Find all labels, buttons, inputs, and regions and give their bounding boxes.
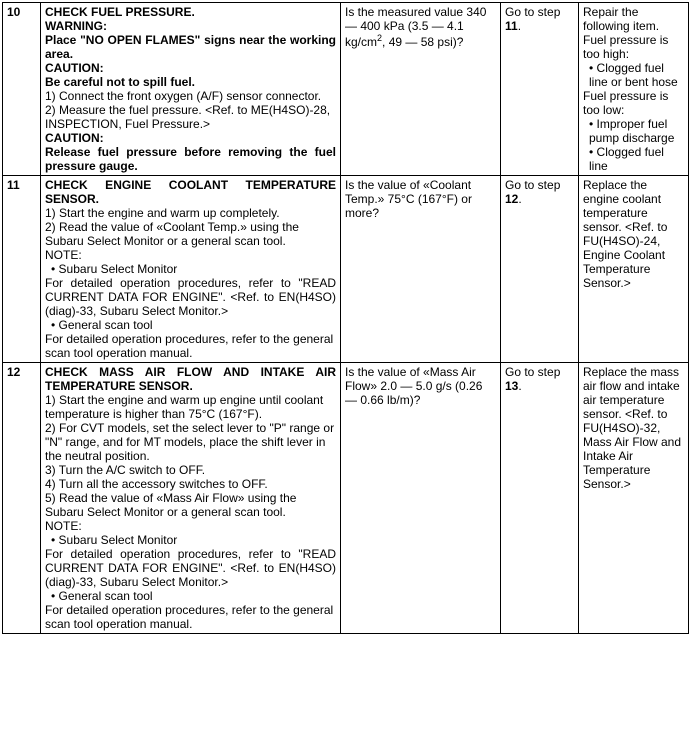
note-label: NOTE: — [45, 519, 336, 533]
note-label: NOTE: — [45, 248, 336, 262]
note-list: Subaru Select Monitor — [45, 262, 336, 276]
yes-step: 13 — [505, 379, 518, 393]
no-list-item: Improper fuel pump discharge — [583, 117, 684, 145]
step-number-value: 12 — [7, 365, 20, 379]
note-list: General scan tool — [45, 318, 336, 332]
yes-cell: Go to step 11. — [501, 3, 579, 176]
diagnostic-table: 10 CHECK FUEL PRESSURE. WARNING: Place "… — [2, 2, 689, 634]
yes-pre: Go to step — [505, 365, 560, 379]
step-number: 10 — [3, 3, 41, 176]
check-cell: Is the value of «Mass Air Flow» 2.0 — 5.… — [341, 363, 501, 634]
no-text: Replace the mass air flow and intake air… — [583, 365, 681, 491]
proc-step: 2) Read the value of «Coolant Temp.» usi… — [45, 220, 336, 248]
proc-step: 2) For CVT models, set the select lever … — [45, 421, 336, 463]
no-list: Improper fuel pump discharge Clogged fue… — [583, 117, 684, 173]
note-text: For detailed operation procedures, refer… — [45, 547, 336, 589]
caution-text: Be careful not to spill fuel. — [45, 75, 336, 89]
proc-step: 4) Turn all the accessory switches to OF… — [45, 477, 336, 491]
no-list-item: Clogged fuel line — [583, 145, 684, 173]
no-cell: Replace the mass air flow and intake air… — [579, 363, 689, 634]
warning-label: WARNING: — [45, 19, 336, 33]
yes-pre: Go to step — [505, 5, 560, 19]
check-text: Is the value of «Mass Air Flow» 2.0 — 5.… — [345, 365, 482, 407]
note-list: General scan tool — [45, 589, 336, 603]
note-text: For detailed operation procedures, refer… — [45, 276, 336, 318]
note-list-item: General scan tool — [45, 318, 336, 332]
yes-cell: Go to step 13. — [501, 363, 579, 634]
note-list-item: General scan tool — [45, 589, 336, 603]
yes-post: . — [518, 379, 521, 393]
note-text: For detailed operation procedures, refer… — [45, 603, 336, 631]
table-row: 11 CHECK ENGINE COOLANT TEMPERATURE SENS… — [3, 176, 689, 363]
step-number: 12 — [3, 363, 41, 634]
proc-title: CHECK FUEL PRESSURE. — [45, 5, 336, 19]
note-list: Subaru Select Monitor — [45, 533, 336, 547]
proc-step: 3) Turn the A/C switch to OFF. — [45, 463, 336, 477]
no-label: Fuel pressure is too low: — [583, 89, 684, 117]
proc-title: CHECK ENGINE COOLANT TEMPERATURE SENSOR. — [45, 178, 336, 206]
check-cell: Is the value of «Coolant Temp.» 75°C (16… — [341, 176, 501, 363]
procedure-cell: CHECK FUEL PRESSURE. WARNING: Place "NO … — [41, 3, 341, 176]
proc-title: CHECK MASS AIR FLOW AND INTAKE AIR TEMPE… — [45, 365, 336, 393]
yes-step: 12 — [505, 192, 518, 206]
yes-pre: Go to step — [505, 178, 560, 192]
caution-label: CAUTION: — [45, 61, 336, 75]
caution-text: Release fuel pressure before removing th… — [45, 145, 336, 173]
note-list-item: Subaru Select Monitor — [45, 262, 336, 276]
no-cell: Replace the engine coolant temperature s… — [579, 176, 689, 363]
procedure-cell: CHECK MASS AIR FLOW AND INTAKE AIR TEMPE… — [41, 363, 341, 634]
table-row: 10 CHECK FUEL PRESSURE. WARNING: Place "… — [3, 3, 689, 176]
check-cell: Is the measured value 340 — 400 kPa (3.5… — [341, 3, 501, 176]
yes-post: . — [518, 19, 521, 33]
table-row: 12 CHECK MASS AIR FLOW AND INTAKE AIR TE… — [3, 363, 689, 634]
proc-step: 1) Start the engine and warm up complete… — [45, 206, 336, 220]
step-number: 11 — [3, 176, 41, 363]
check-text-post: , 49 — 58 psi)? — [382, 35, 463, 49]
procedure-cell: CHECK ENGINE COOLANT TEMPERATURE SENSOR.… — [41, 176, 341, 363]
proc-step: 1) Start the engine and warm up engine u… — [45, 393, 336, 421]
yes-step: 11 — [505, 19, 518, 33]
no-cell: Repair the following item. Fuel pressure… — [579, 3, 689, 176]
no-intro: Repair the following item. — [583, 5, 684, 33]
yes-post: . — [518, 192, 521, 206]
check-text: Is the value of «Coolant Temp.» 75°C (16… — [345, 178, 472, 220]
warning-text: Place "NO OPEN FLAMES" signs near the wo… — [45, 33, 336, 61]
no-label: Fuel pressure is too high: — [583, 33, 684, 61]
no-list-item: Clogged fuel line or bent hose — [583, 61, 684, 89]
step-number-value: 11 — [7, 178, 20, 192]
no-text: Replace the engine coolant temperature s… — [583, 178, 667, 290]
yes-cell: Go to step 12. — [501, 176, 579, 363]
note-list-item: Subaru Select Monitor — [45, 533, 336, 547]
proc-step: 2) Measure the fuel pressure. <Ref. to M… — [45, 103, 336, 131]
step-number-value: 10 — [7, 5, 20, 19]
proc-step: 5) Read the value of «Mass Air Flow» usi… — [45, 491, 336, 519]
proc-step: 1) Connect the front oxygen (A/F) sensor… — [45, 89, 336, 103]
no-list: Clogged fuel line or bent hose — [583, 61, 684, 89]
note-text: For detailed operation procedures, refer… — [45, 332, 336, 360]
caution-label: CAUTION: — [45, 131, 336, 145]
